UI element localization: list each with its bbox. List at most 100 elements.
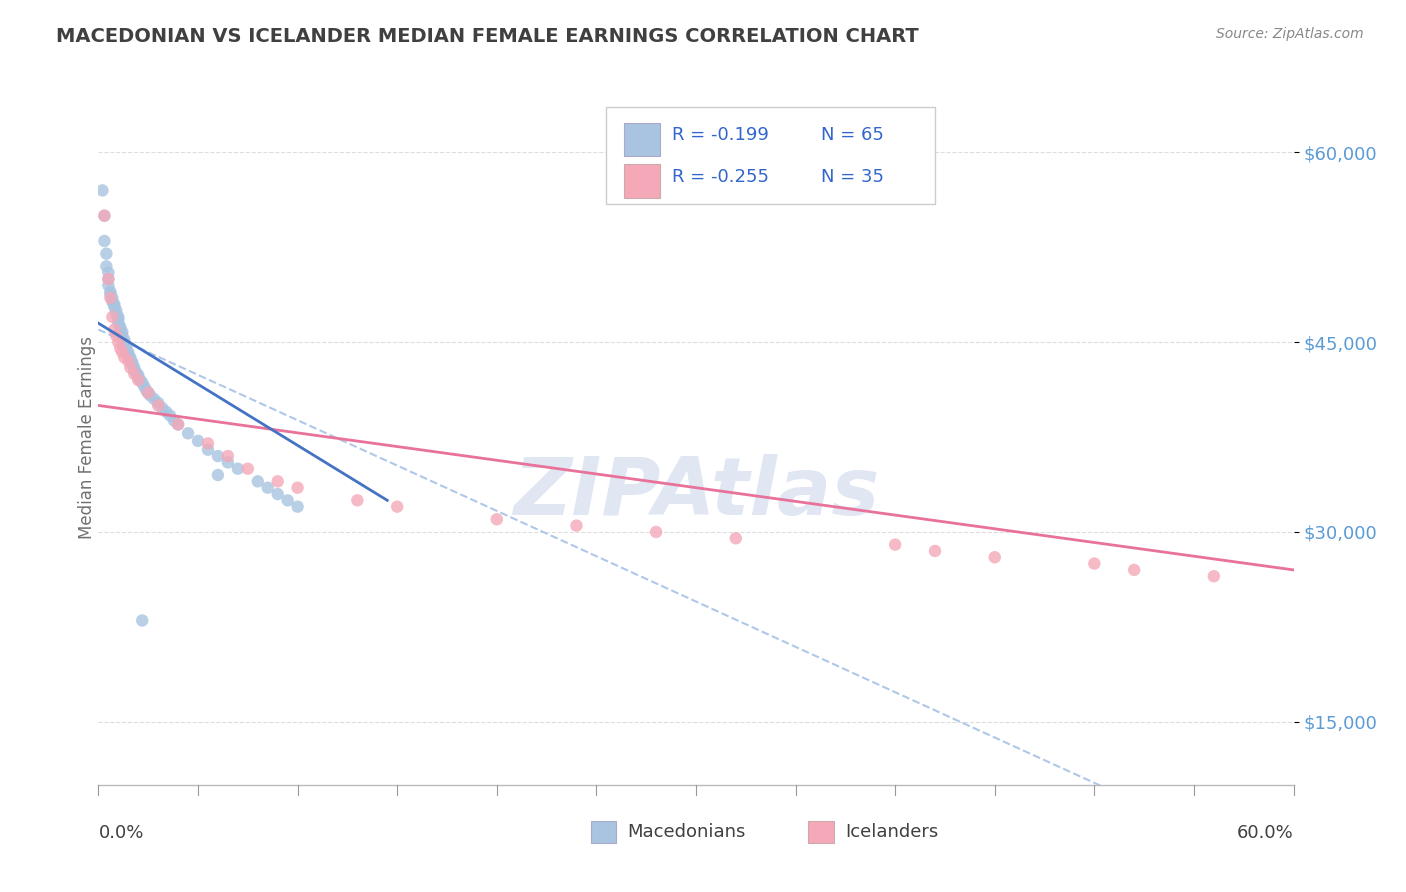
Point bbox=[267, 475, 290, 489]
Point bbox=[93, 234, 115, 248]
Text: R = -0.199: R = -0.199 bbox=[672, 126, 769, 145]
Point bbox=[111, 345, 134, 359]
Point bbox=[256, 481, 278, 495]
Point bbox=[112, 335, 135, 350]
Point bbox=[136, 385, 159, 400]
Point bbox=[125, 366, 148, 380]
Text: ZIPAtlas: ZIPAtlas bbox=[513, 454, 879, 532]
Point bbox=[226, 461, 249, 475]
Point bbox=[117, 345, 139, 359]
Point bbox=[134, 379, 156, 393]
Point bbox=[159, 409, 181, 423]
Point bbox=[163, 414, 186, 428]
Point bbox=[207, 449, 229, 463]
Point bbox=[127, 370, 149, 384]
Point bbox=[287, 500, 309, 514]
Point bbox=[1083, 557, 1105, 571]
Text: N = 65: N = 65 bbox=[821, 126, 884, 145]
Point bbox=[111, 329, 134, 343]
FancyBboxPatch shape bbox=[624, 164, 661, 198]
Point bbox=[197, 442, 219, 457]
Text: Icelanders: Icelanders bbox=[845, 822, 938, 841]
FancyBboxPatch shape bbox=[606, 106, 935, 204]
Point bbox=[124, 367, 146, 381]
Point bbox=[115, 343, 138, 357]
Point bbox=[121, 358, 143, 372]
Point bbox=[148, 396, 170, 410]
Point bbox=[277, 493, 299, 508]
Point bbox=[177, 426, 200, 441]
Point bbox=[117, 348, 139, 362]
Point bbox=[167, 417, 190, 432]
Point bbox=[135, 384, 157, 398]
Point bbox=[103, 300, 125, 314]
Point bbox=[120, 352, 142, 367]
Point bbox=[346, 493, 368, 508]
Point bbox=[105, 329, 128, 343]
Point bbox=[107, 312, 129, 326]
Point bbox=[485, 512, 508, 526]
Point bbox=[96, 246, 118, 260]
FancyBboxPatch shape bbox=[624, 122, 661, 156]
Point bbox=[143, 392, 166, 406]
Point bbox=[645, 524, 668, 539]
Point bbox=[287, 481, 309, 495]
Point bbox=[103, 297, 125, 311]
Point bbox=[112, 337, 135, 351]
Point bbox=[267, 487, 290, 501]
Point bbox=[236, 461, 259, 475]
Point bbox=[124, 363, 146, 377]
Point bbox=[984, 550, 1007, 565]
Point bbox=[97, 272, 120, 286]
Point bbox=[97, 266, 120, 280]
Point bbox=[167, 417, 190, 432]
Point bbox=[120, 351, 142, 365]
Point bbox=[101, 310, 124, 324]
Point bbox=[207, 468, 229, 483]
Point bbox=[120, 360, 142, 375]
Point bbox=[187, 434, 209, 448]
Point bbox=[724, 531, 747, 545]
Point bbox=[385, 500, 409, 514]
Point bbox=[129, 373, 152, 387]
Point bbox=[107, 335, 129, 350]
Point bbox=[217, 449, 239, 463]
Point bbox=[110, 322, 132, 336]
Point bbox=[150, 401, 173, 415]
Point bbox=[110, 342, 132, 356]
Point bbox=[98, 285, 122, 299]
Point bbox=[112, 351, 135, 365]
Point bbox=[115, 340, 138, 354]
Point bbox=[97, 272, 120, 286]
Text: 0.0%: 0.0% bbox=[98, 824, 143, 842]
Point bbox=[121, 355, 143, 369]
Point bbox=[217, 455, 239, 469]
Point bbox=[565, 518, 588, 533]
Point bbox=[246, 475, 269, 489]
Point bbox=[96, 260, 118, 274]
Point bbox=[148, 399, 170, 413]
Text: Macedonians: Macedonians bbox=[627, 822, 745, 841]
Point bbox=[105, 303, 128, 318]
Point bbox=[131, 614, 153, 628]
Point bbox=[110, 320, 132, 334]
Point bbox=[924, 544, 946, 558]
Point bbox=[97, 278, 120, 293]
Point bbox=[98, 287, 122, 301]
Text: 60.0%: 60.0% bbox=[1237, 824, 1294, 842]
Point bbox=[101, 291, 124, 305]
Point bbox=[131, 376, 153, 390]
Point bbox=[117, 354, 139, 368]
Point bbox=[884, 538, 907, 552]
Point bbox=[98, 291, 122, 305]
Text: Source: ZipAtlas.com: Source: ZipAtlas.com bbox=[1216, 27, 1364, 41]
Point bbox=[197, 436, 219, 450]
Point bbox=[105, 307, 128, 321]
Point bbox=[101, 294, 124, 309]
Y-axis label: Median Female Earnings: Median Female Earnings bbox=[79, 335, 96, 539]
Point bbox=[136, 385, 159, 400]
Text: MACEDONIAN VS ICELANDER MEDIAN FEMALE EARNINGS CORRELATION CHART: MACEDONIAN VS ICELANDER MEDIAN FEMALE EA… bbox=[56, 27, 920, 45]
Point bbox=[1123, 563, 1146, 577]
Point bbox=[139, 388, 162, 402]
Point bbox=[127, 373, 149, 387]
